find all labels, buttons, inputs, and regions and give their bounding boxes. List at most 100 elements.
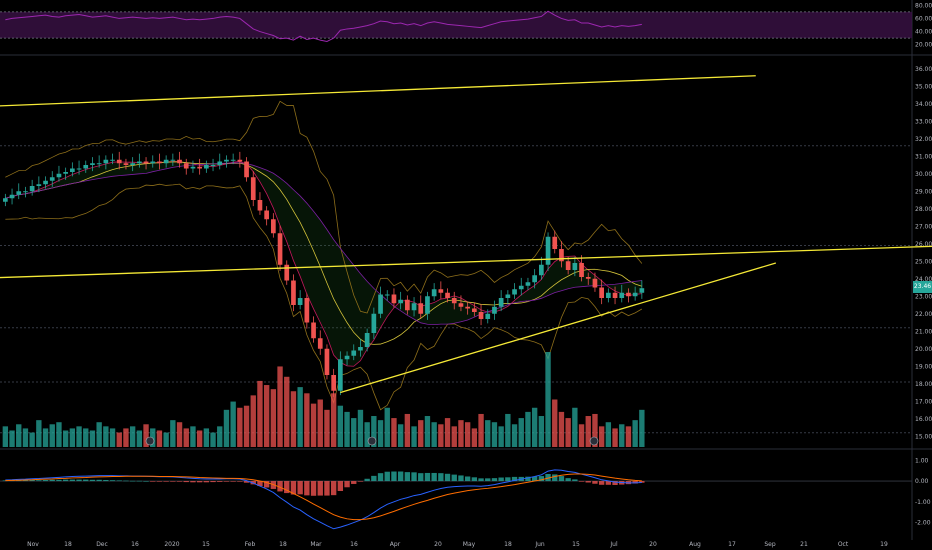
candle-body (525, 282, 531, 286)
time-tick-label: 19 (880, 541, 888, 548)
volume-bar (324, 409, 330, 447)
macd-histogram-bar (109, 480, 116, 482)
volume-bar (257, 380, 263, 447)
time-tick-label: Oct (838, 541, 849, 548)
macd-histogram-bar (565, 478, 571, 482)
volume-bar (438, 424, 444, 447)
volume-bar (290, 391, 297, 447)
candle-body (411, 303, 417, 311)
candle-body (344, 355, 350, 360)
macd-histogram-bar (203, 481, 210, 483)
volume-bar (505, 413, 511, 447)
macd-histogram-bar (485, 478, 491, 482)
time-tick-label: Apr (390, 541, 401, 548)
trendlines[interactable] (0, 75, 932, 394)
volume-bar (22, 428, 29, 447)
candle-body (3, 198, 8, 202)
time-tick-label: 15 (202, 541, 210, 548)
candle-body (90, 163, 95, 165)
time-tick-label: 20 (434, 541, 442, 548)
price-tick-label: 20.00 (915, 346, 932, 353)
macd-histogram-bar (451, 474, 457, 482)
candle-body (244, 161, 249, 178)
candle-body (237, 159, 243, 162)
price-tick-label: 28.00 (915, 206, 932, 213)
macd-histogram-bar (525, 476, 531, 482)
candle-body (36, 184, 42, 186)
macd-histogram-bar (324, 481, 330, 496)
volume-bar (585, 416, 591, 447)
axes: 36.00 35.00 34.00 33.00 32.00 31.00 30.00 29.00… (27, 2, 932, 548)
macd-histogram-bar (632, 481, 638, 484)
price-tick-label: 23.00 (915, 293, 932, 300)
candle-body (398, 299, 403, 304)
macd-histogram-bar (150, 481, 156, 482)
candle-body (250, 177, 256, 200)
dividend-marker-icon (589, 436, 599, 446)
candle-body (96, 163, 102, 165)
candle-body (170, 159, 176, 161)
macd-histogram-bar (612, 481, 618, 485)
time-tick-label: Feb (245, 541, 256, 548)
candle-body (445, 292, 450, 298)
candle-body (425, 296, 430, 314)
candle-body (277, 233, 283, 265)
volume-bar (592, 413, 598, 447)
candle-body (458, 303, 464, 307)
time-tick-label: Jul (609, 541, 618, 548)
price-tick-label: 19.00 (915, 363, 932, 370)
candle-body (23, 191, 28, 193)
trendline (0, 75, 756, 107)
time-tick-label: 18 (504, 541, 512, 548)
candle-body (545, 236, 551, 265)
candle-body (626, 292, 631, 297)
macd-histogram-bar (364, 478, 370, 482)
volume-bar (103, 426, 109, 447)
candle-body (311, 322, 316, 339)
volume-bar (29, 432, 35, 447)
macd-histogram-bar (351, 481, 357, 484)
price-tick-label: 18.00 (915, 381, 932, 388)
volume-bar (190, 426, 196, 447)
macd-tick-label: 1.00 (915, 457, 929, 464)
candle-body (317, 338, 323, 349)
price-tick-label: 35.00 (915, 83, 932, 90)
macd-histogram-bar (310, 481, 317, 496)
volume-bar (42, 428, 49, 447)
volume-bar (263, 385, 270, 447)
volume-bar (458, 420, 464, 447)
candle-body (331, 375, 336, 391)
macd-histogram-bar (552, 474, 558, 482)
candle-body (224, 159, 229, 162)
macd-histogram-bar (190, 481, 196, 483)
price-tick-label: 34.00 (915, 101, 932, 108)
macd-histogram-bar (505, 477, 511, 482)
macd-histogram-bar (444, 473, 451, 482)
candle-body (378, 294, 383, 314)
candle-body (110, 159, 115, 161)
volume-bar (377, 420, 384, 447)
macd-histogram-bar (230, 481, 236, 482)
candle-body (505, 294, 511, 298)
volume-bar (431, 422, 437, 447)
volume-bar (364, 422, 370, 447)
macd-histogram-bar (384, 471, 390, 482)
macd-histogram-bar (572, 479, 578, 482)
volume-bar (397, 424, 404, 447)
volume-bar (2, 426, 9, 447)
candle-body (585, 277, 591, 279)
moving-average-slow (5, 162, 642, 326)
volume-bar (337, 405, 344, 447)
macd-histogram-bar (176, 481, 183, 482)
time-tick-label: Dec (96, 541, 108, 548)
candle-body (210, 165, 216, 166)
macd-histogram-bar (277, 481, 283, 492)
volume-bar (485, 420, 491, 447)
candle-body (492, 306, 497, 314)
candle-body (103, 159, 109, 164)
price-tick-label: 31.00 (915, 153, 932, 160)
volume-bar (511, 424, 518, 447)
volume-bar (578, 424, 585, 447)
